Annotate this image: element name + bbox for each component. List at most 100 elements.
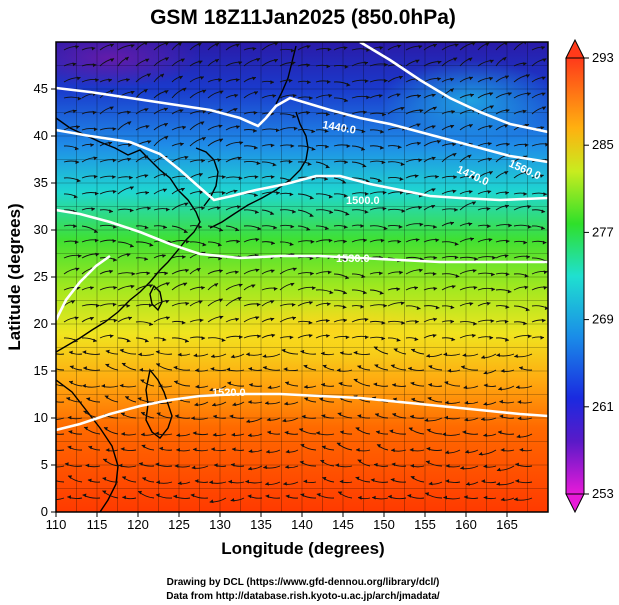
wind-arrow-head <box>144 225 149 230</box>
wind-arrow <box>207 269 223 275</box>
wind-arrow <box>174 414 191 419</box>
wind-arrow <box>209 385 227 392</box>
wind-arrow <box>207 158 222 163</box>
wind-arrow-head <box>254 193 258 197</box>
wind-arrow <box>513 224 532 229</box>
wind-arrow <box>481 417 497 421</box>
wind-arrow <box>135 191 150 195</box>
wind-arrow <box>213 414 227 419</box>
wind-arrow <box>176 448 191 452</box>
wind-arrow <box>351 79 369 84</box>
wind-arrow-head <box>292 316 296 321</box>
wind-arrow <box>499 399 515 404</box>
wind-arrow <box>409 447 425 452</box>
wind-arrow <box>261 317 275 323</box>
wind-arrow <box>171 337 190 343</box>
wind-arrow <box>426 428 443 435</box>
wind-arrow <box>441 77 455 83</box>
wind-arrow-shaft <box>56 497 65 501</box>
wind-arrow <box>483 383 497 388</box>
wind-arrow-head <box>339 479 344 484</box>
wind-arrow <box>225 61 243 67</box>
wind-arrow <box>63 109 77 115</box>
wind-arrow-head <box>397 145 402 149</box>
colorbar-scale <box>565 57 585 495</box>
wind-arrow-head <box>197 43 202 47</box>
wind-arrow <box>423 60 442 67</box>
wind-arrow-head <box>502 57 507 61</box>
wind-arrow-head <box>219 227 223 232</box>
wind-arrow-head <box>343 225 348 229</box>
wind-arrow-head <box>325 334 330 338</box>
wind-arrow <box>423 305 440 310</box>
wind-arrow <box>369 289 384 295</box>
wind-arrow-head <box>141 444 146 449</box>
wind-arrow-head <box>251 284 256 288</box>
wind-arrow <box>462 430 479 435</box>
wind-arrow-head <box>121 412 125 417</box>
wind-arrow-head <box>523 240 527 245</box>
wind-arrow <box>315 209 334 214</box>
wind-arrow <box>155 431 173 436</box>
wind-arrow-head <box>288 78 293 83</box>
wind-arrow-head <box>542 240 547 245</box>
wind-arrow-head <box>471 175 476 180</box>
wind-arrow-head <box>127 110 131 115</box>
wind-arrow-head <box>165 299 170 304</box>
wind-arrow <box>441 152 457 163</box>
wind-arrow <box>267 385 281 390</box>
wind-arrow <box>189 336 206 341</box>
coast-japan <box>209 111 309 229</box>
wind-arrow-head <box>257 226 262 231</box>
wind-arrow <box>441 319 455 324</box>
wind-arrow <box>423 317 438 323</box>
wind-arrow <box>117 337 131 343</box>
wind-arrow <box>423 93 436 99</box>
wind-arrow <box>353 378 371 387</box>
wind-arrow-head <box>282 418 287 423</box>
wind-arrow-head <box>499 399 503 404</box>
wind-arrow <box>351 238 367 243</box>
wind-arrow-head <box>249 383 253 387</box>
wind-arrow-head <box>110 58 115 62</box>
wind-arrow <box>495 239 510 244</box>
wind-arrow-head <box>144 338 149 343</box>
wind-arrow-head <box>235 43 240 48</box>
wind-arrow <box>459 201 476 211</box>
wind-arrow-head <box>180 58 185 63</box>
wind-arrow-head <box>363 238 367 243</box>
wind-arrow <box>63 125 80 131</box>
wind-arrow <box>171 239 190 244</box>
wind-arrow-head <box>219 315 224 320</box>
wind-arrow-head <box>543 286 548 290</box>
wind-arrow <box>444 400 461 405</box>
wind-arrow <box>159 446 173 451</box>
wind-arrow-head <box>365 192 369 196</box>
wind-arrow <box>513 171 529 179</box>
wind-arrow <box>405 238 420 243</box>
wind-arrow <box>212 432 227 437</box>
wind-arrow-head <box>410 414 414 419</box>
wind-arrow <box>441 337 456 342</box>
wind-arrow-head <box>363 110 367 115</box>
wind-arrow <box>189 159 205 163</box>
wind-arrow-head <box>525 74 530 78</box>
wind-arrow <box>459 237 475 243</box>
wind-arrow-head <box>265 481 269 486</box>
wind-arrow-head <box>235 227 240 232</box>
wind-arrow <box>477 59 494 67</box>
wind-arrow <box>483 464 497 469</box>
wind-arrow <box>517 400 533 404</box>
wind-arrow <box>297 96 313 100</box>
wind-arrow-head <box>343 239 347 244</box>
wind-arrow <box>243 58 261 67</box>
wind-arrow <box>137 490 155 499</box>
wind-arrow <box>171 142 184 147</box>
wind-arrow <box>441 43 459 51</box>
wind-arrow-head <box>365 335 369 340</box>
wind-arrow-head <box>374 364 379 368</box>
wind-arrow-head <box>463 385 468 390</box>
wind-arrow-head <box>82 383 86 388</box>
wind-arrow <box>351 224 365 228</box>
wind-arrow-head <box>49 477 53 481</box>
